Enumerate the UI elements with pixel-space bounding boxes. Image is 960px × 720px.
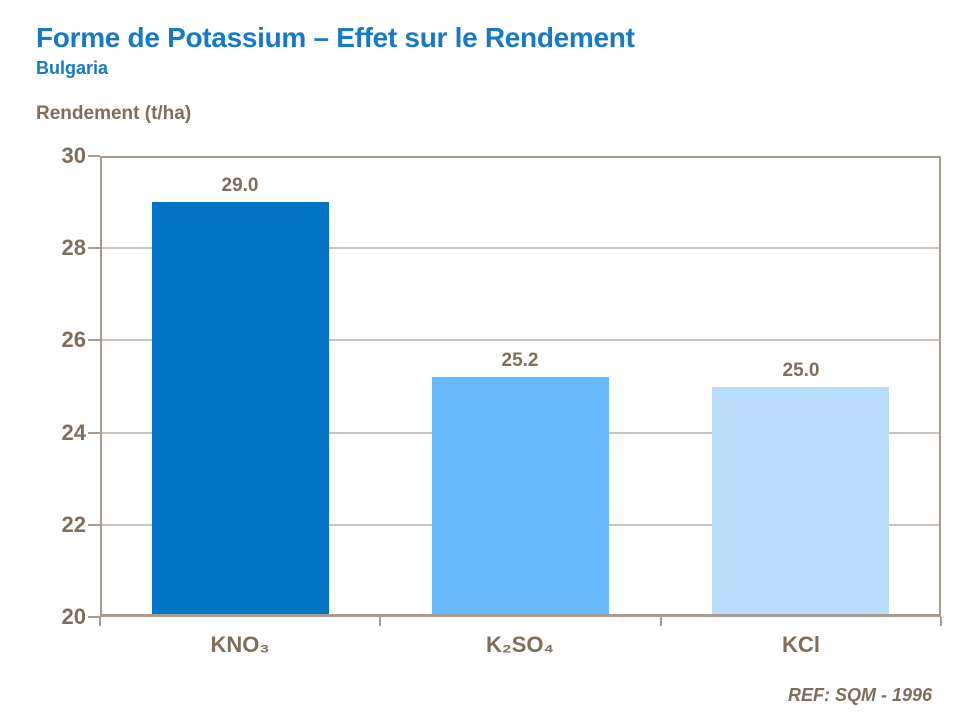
bar-KNO₃ <box>152 202 329 614</box>
page-title: Forme de Potassium – Effet sur le Rendem… <box>36 22 635 53</box>
x-category-label: K₂SO₄ <box>486 632 554 657</box>
y-tick-mark <box>88 523 100 526</box>
y-tick-mark <box>88 431 100 434</box>
bar-value-label: 29.0 <box>221 175 259 197</box>
bar-chart: 29.0 25.2 25.0 20 22 24 26 28 30 KNO₃ K₂SO₄ KCl <box>62 144 942 657</box>
x-tick-mark <box>379 617 381 626</box>
x-tick-mark <box>99 617 101 626</box>
y-tick-label: 30 <box>61 143 86 168</box>
y-tick-label: 26 <box>61 327 86 353</box>
x-tick-mark <box>940 617 942 626</box>
gridline <box>100 247 941 250</box>
bar-value-label: 25.2 <box>501 350 539 372</box>
y-tick-mark <box>88 247 100 250</box>
y-tick-label: 20 <box>61 604 86 629</box>
y-tick-mark <box>88 339 100 342</box>
reference-note: REF: SQM - 1996 <box>787 685 932 705</box>
y-tick-label: 24 <box>61 419 86 445</box>
y-tick-mark <box>88 616 100 618</box>
y-axis-title: Rendement (t/ha) <box>36 103 192 124</box>
x-tick-mark <box>660 617 662 626</box>
x-category-label: KNO₃ <box>210 632 270 657</box>
bar-value-label: 25.0 <box>782 359 820 381</box>
gridline <box>100 339 941 342</box>
y-tick-label: 28 <box>61 235 86 261</box>
bar-K₂SO₄ <box>432 377 609 614</box>
page-subtitle: Bulgaria <box>36 58 109 78</box>
y-tick-label: 22 <box>61 511 86 537</box>
bar-KCl <box>712 386 889 614</box>
y-tick-mark <box>88 155 100 157</box>
x-category-label: KCl <box>782 632 820 657</box>
plot-frame <box>100 156 941 617</box>
